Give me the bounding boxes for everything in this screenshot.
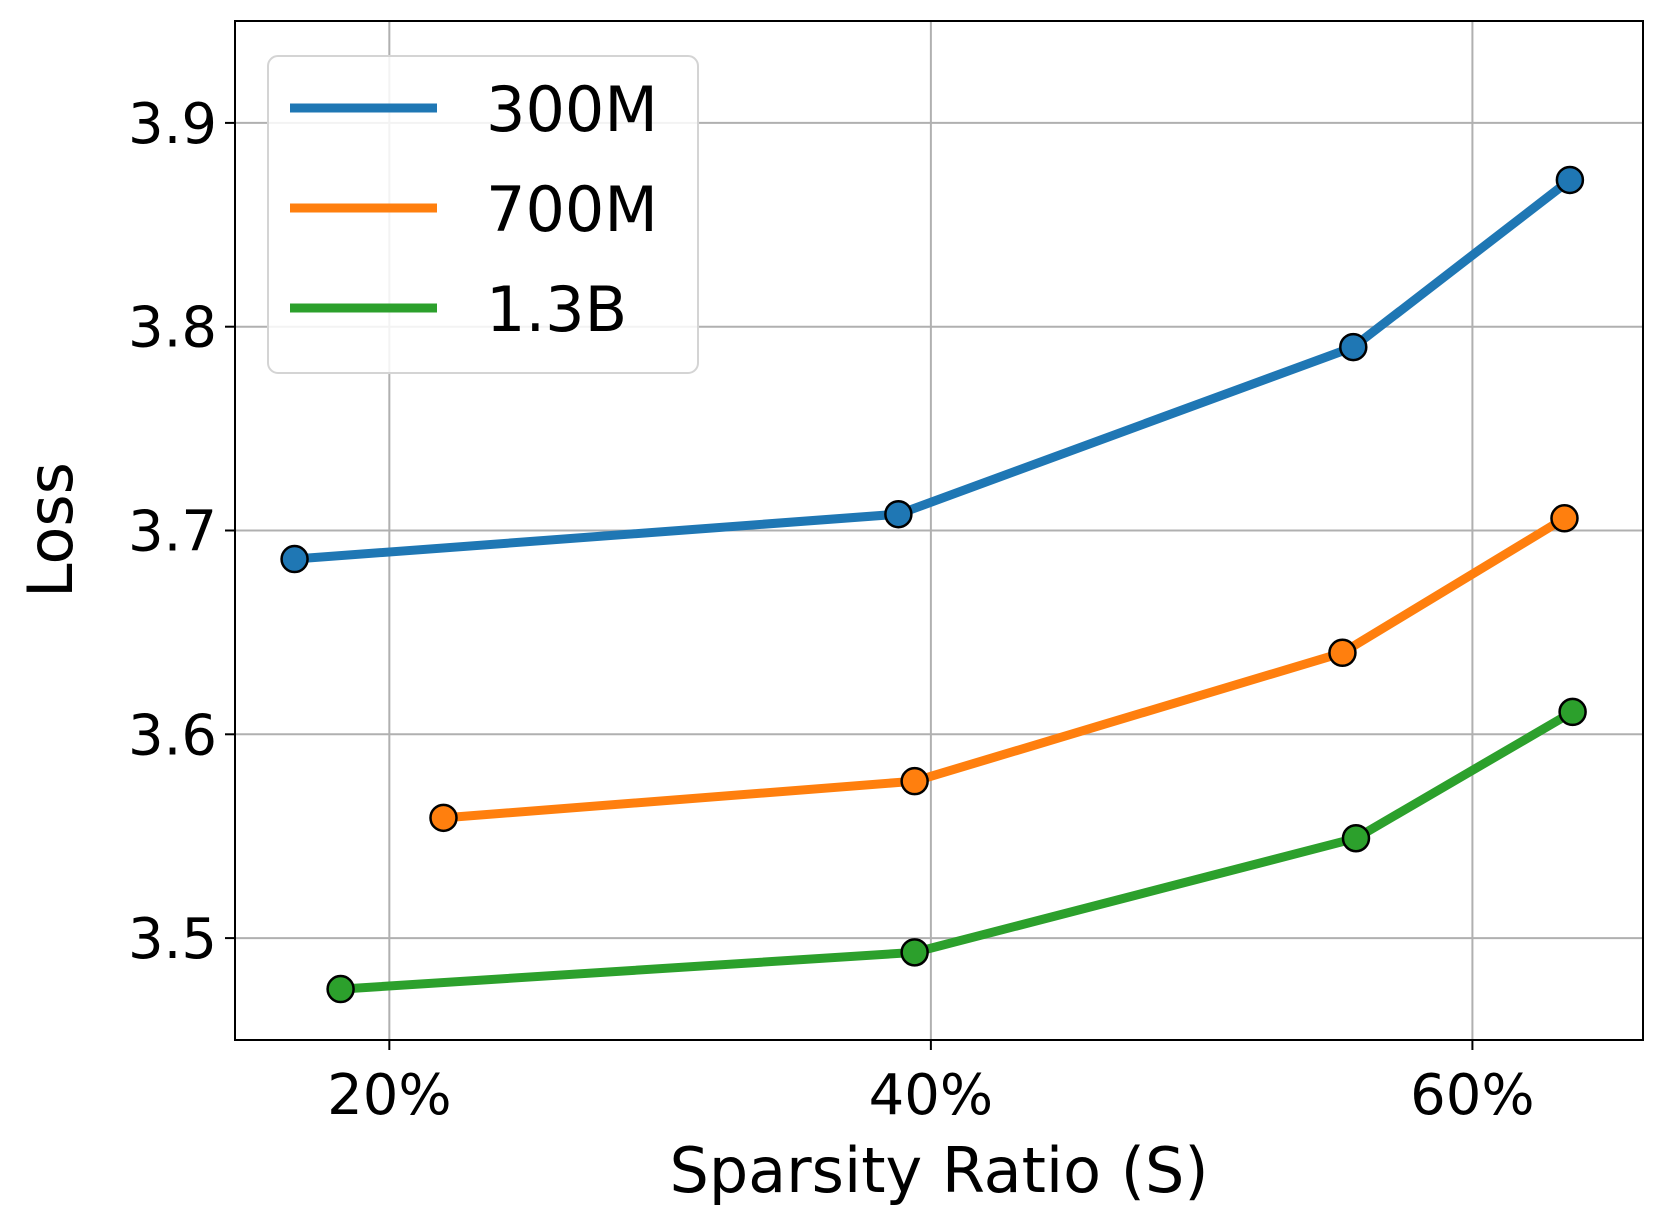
y-tick-label: 3.7 <box>128 500 217 565</box>
x-tick-label: 40% <box>869 1063 993 1128</box>
data-point-300M <box>1555 165 1585 195</box>
y-tick-label: 3.5 <box>128 907 217 972</box>
data-point-1.3B <box>900 938 929 967</box>
x-tick-label: 20% <box>327 1063 451 1128</box>
data-point-700M <box>1550 504 1579 533</box>
y-tick-label: 3.9 <box>128 92 217 157</box>
legend-label: 300M <box>486 73 658 146</box>
series-line-1.3B <box>336 707 1578 994</box>
series-line-300M <box>290 175 1575 564</box>
data-point-300M <box>1339 332 1368 362</box>
y-tick-label: 3.6 <box>128 703 217 768</box>
series-line-700M <box>439 513 1569 823</box>
legend: 300M 700M 1.3B <box>267 55 699 374</box>
data-point-1.3B <box>1558 697 1587 727</box>
y-axis-title: Loss <box>14 462 87 598</box>
series-lines <box>280 165 1587 1004</box>
data-point-700M <box>429 803 458 833</box>
axis-ticks: 20% 40% 60% 3.5 3.6 3.7 3.8 3.9 <box>128 92 1535 1128</box>
data-point-1.3B <box>326 974 355 1004</box>
data-point-1.3B <box>1341 823 1371 853</box>
legend-box <box>267 55 699 374</box>
data-point-300M <box>884 499 913 529</box>
legend-label: 700M <box>486 173 658 246</box>
data-point-300M <box>280 544 309 574</box>
x-tick-label: 60% <box>1410 1063 1534 1128</box>
x-axis-title: Sparsity Ratio (S) <box>669 1134 1208 1207</box>
data-point-700M <box>1328 638 1357 668</box>
legend-label: 1.3B <box>486 273 627 346</box>
data-point-700M <box>900 766 929 796</box>
y-tick-label: 3.8 <box>128 296 217 361</box>
